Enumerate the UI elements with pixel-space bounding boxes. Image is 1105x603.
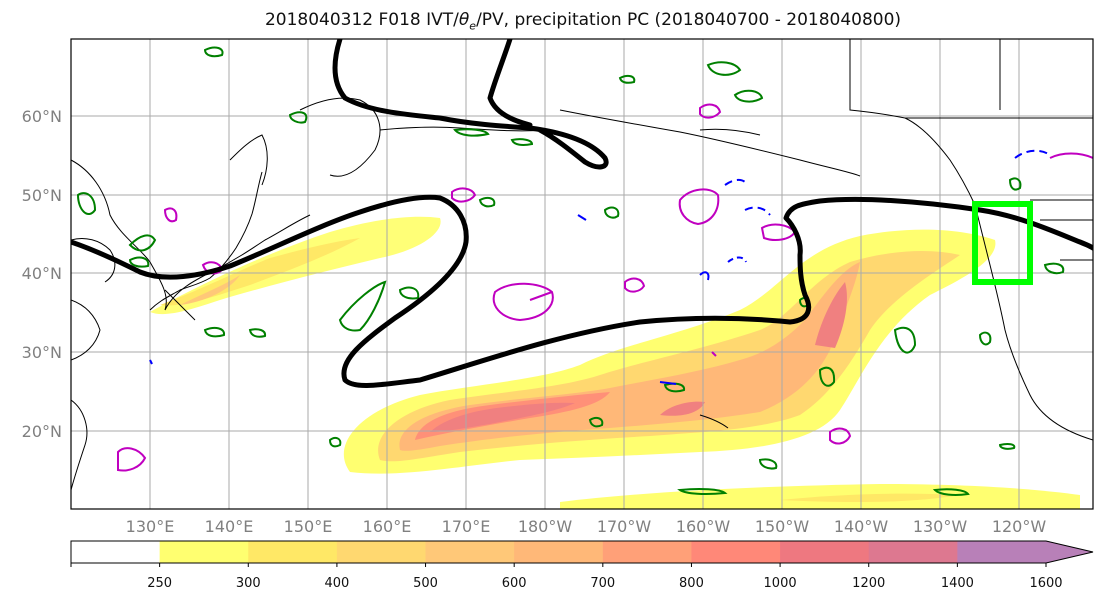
lon-label-170w: 170°W: [597, 517, 652, 536]
lat-label-20: 20°N: [22, 422, 62, 441]
colorbar-segment-under: [71, 541, 161, 563]
colorbar: 250 300 400 500 600 700 800 1000 1200 1400 1600: [70, 540, 1094, 591]
colorbar-tick-label: 700: [590, 576, 615, 591]
title-main: 2018040312 F018 IVT/: [264, 10, 459, 30]
colorbar-segment: [425, 541, 515, 563]
map-title: 2018040312 F018 IVT/θe/PV, precipitation…: [0, 10, 1105, 32]
lat-label-50: 50°N: [22, 186, 62, 205]
colorbar-segment: [336, 541, 427, 563]
colorbar-tick-label: 1000: [764, 576, 797, 591]
colorbar-ticks: 250 300 400 500 600 700 800 1000 1200 1400 1600: [70, 563, 1063, 591]
latitude-labels: 60°N 50°N 40°N 30°N 20°N: [22, 107, 62, 441]
colorbar-segment: [159, 541, 249, 563]
theta-contours: [76, 46, 1065, 496]
map-frame: [70, 38, 1094, 510]
lon-label-160e: 160°E: [363, 517, 412, 536]
lon-label-170e: 170°E: [442, 517, 491, 536]
lon-label-180w: 180°W: [518, 517, 573, 536]
colorbar-tick-label: 1400: [941, 576, 974, 591]
colorbar-tick-label: 500: [413, 576, 438, 591]
target-region-box: [972, 201, 1033, 285]
colorbar-segments: [71, 541, 1093, 563]
colorbar-segment: [514, 541, 604, 563]
colorbar-tick-label: 1600: [1029, 576, 1062, 591]
lat-label-40: 40°N: [22, 264, 62, 283]
colorbar-segment: [868, 541, 958, 563]
map-area: [71, 39, 1093, 509]
colorbar-segment: [780, 541, 870, 563]
colorbar-extend-arrow: [1046, 541, 1093, 563]
title-theta: θ: [458, 10, 470, 30]
lon-label-140e: 140°E: [205, 517, 254, 536]
colorbar-segment: [957, 541, 1047, 563]
colorbar-tick-label: 800: [679, 576, 704, 591]
coastlines: [71, 39, 1093, 491]
lat-label-30: 30°N: [22, 343, 62, 362]
lon-label-150e: 150°E: [284, 517, 333, 536]
title-rest: /PV, precipitation PC (2018040700 - 2018…: [476, 10, 902, 30]
lon-label-130e: 130°E: [126, 517, 175, 536]
colorbar-tick-label: 600: [502, 576, 527, 591]
lon-label-140w: 140°W: [834, 517, 889, 536]
positive-contours: [117, 103, 1093, 472]
longitude-labels: 130°E 140°E 150°E 160°E 170°E 180°W 170°…: [126, 517, 1047, 536]
colorbar-segment: [248, 541, 338, 563]
colorbar-tick-label: 300: [236, 576, 261, 591]
lon-label-120w: 120°W: [992, 517, 1047, 536]
pv-contour: [71, 39, 1093, 388]
colorbar-tick-label: 1200: [852, 576, 885, 591]
lon-label-160w: 160°W: [676, 517, 731, 536]
colorbar-outline: [70, 540, 1094, 564]
lon-label-130w: 130°W: [913, 517, 968, 536]
negative-contours: [149, 149, 1051, 385]
colorbar-segment: [602, 541, 692, 563]
colorbar-tick-label: 250: [147, 576, 172, 591]
lat-label-60: 60°N: [22, 107, 62, 126]
colorbar-tick-label: 400: [324, 576, 349, 591]
colorbar-segment: [691, 541, 781, 563]
lon-label-150w: 150°W: [755, 517, 810, 536]
title-sub: e: [469, 19, 477, 33]
